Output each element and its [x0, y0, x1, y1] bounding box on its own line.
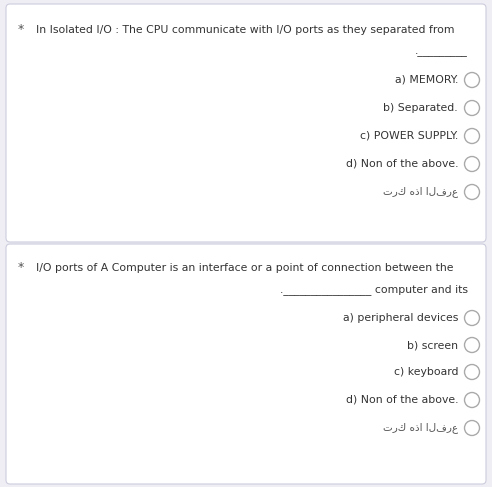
Text: ترك هذا الفرع: ترك هذا الفرع: [383, 423, 458, 433]
Text: d) Non of the above.: d) Non of the above.: [345, 395, 458, 405]
Text: b) screen: b) screen: [407, 340, 458, 350]
Text: c) keyboard: c) keyboard: [394, 367, 458, 377]
Text: ترك هذا الفرع: ترك هذا الفرع: [383, 187, 458, 197]
Text: d) Non of the above.: d) Non of the above.: [345, 159, 458, 169]
Text: In Isolated I/O : The CPU communicate with I/O ports as they separated from: In Isolated I/O : The CPU communicate wi…: [36, 25, 455, 35]
Text: b) Separated.: b) Separated.: [383, 103, 458, 113]
FancyBboxPatch shape: [6, 244, 486, 484]
FancyBboxPatch shape: [6, 4, 486, 242]
Text: a) MEMORY.: a) MEMORY.: [395, 75, 458, 85]
Text: *: *: [18, 262, 24, 275]
Text: .________________ computer and its: .________________ computer and its: [280, 284, 468, 296]
Text: a) peripheral devices: a) peripheral devices: [342, 313, 458, 323]
Text: c) POWER SUPPLY.: c) POWER SUPPLY.: [360, 131, 458, 141]
Text: ._________: ._________: [415, 47, 468, 57]
Text: I/O ports of A Computer is an interface or a point of connection between the: I/O ports of A Computer is an interface …: [36, 263, 454, 273]
Text: *: *: [18, 23, 24, 37]
